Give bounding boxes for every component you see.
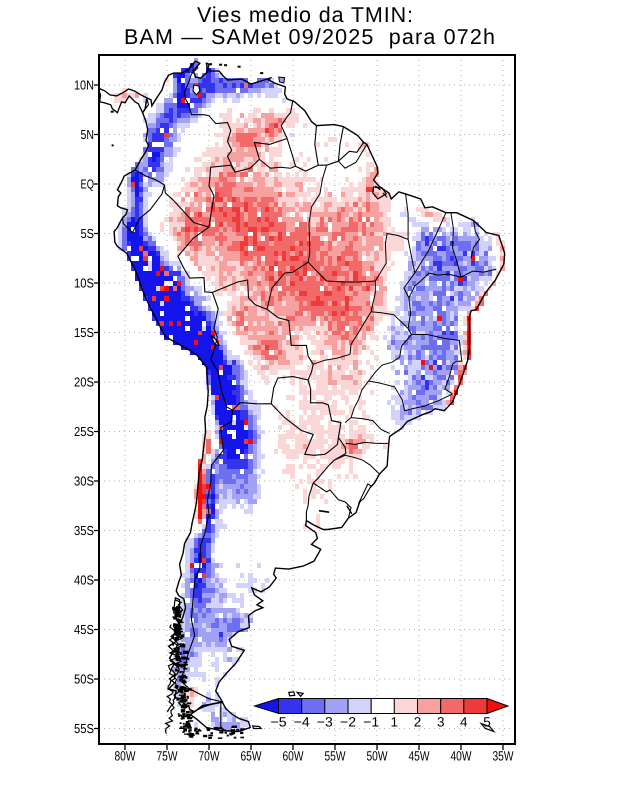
svg-text:45W: 45W [409,749,430,764]
svg-text:30S: 30S [74,474,94,489]
svg-text:3: 3 [437,715,445,730]
svg-text:55S: 55S [74,721,94,736]
svg-text:−3: −3 [317,715,333,730]
svg-text:2: 2 [414,715,422,730]
svg-text:5S: 5S [81,226,95,241]
svg-text:10N: 10N [74,78,94,93]
svg-text:70W: 70W [199,749,220,764]
svg-text:BAM — SAMet 09/2025 para 072h: BAM — SAMet 09/2025 para 072h [124,25,495,49]
svg-text:45S: 45S [74,622,94,637]
svg-text:4: 4 [460,715,468,730]
svg-text:65W: 65W [241,749,262,764]
svg-text:15S: 15S [74,325,94,340]
svg-text:25S: 25S [74,424,94,439]
svg-text:10S: 10S [74,276,94,291]
svg-text:5: 5 [483,715,491,730]
svg-text:5N: 5N [81,127,95,142]
svg-text:−2: −2 [340,715,356,730]
svg-text:35S: 35S [74,523,94,538]
svg-text:35W: 35W [493,749,514,764]
svg-text:20S: 20S [74,375,94,390]
svg-text:50S: 50S [74,672,94,687]
svg-text:40W: 40W [451,749,472,764]
svg-text:−1: −1 [363,715,379,730]
svg-text:1: 1 [391,715,399,730]
svg-text:EQ: EQ [81,177,95,192]
svg-text:75W: 75W [157,749,178,764]
svg-text:Vies medio da TMIN:: Vies medio da TMIN: [197,3,413,27]
svg-text:40S: 40S [74,573,94,588]
svg-text:−5: −5 [271,715,287,730]
svg-text:−4: −4 [294,715,310,730]
svg-text:50W: 50W [367,749,388,764]
svg-text:80W: 80W [115,749,136,764]
svg-text:60W: 60W [283,749,304,764]
svg-text:55W: 55W [325,749,346,764]
